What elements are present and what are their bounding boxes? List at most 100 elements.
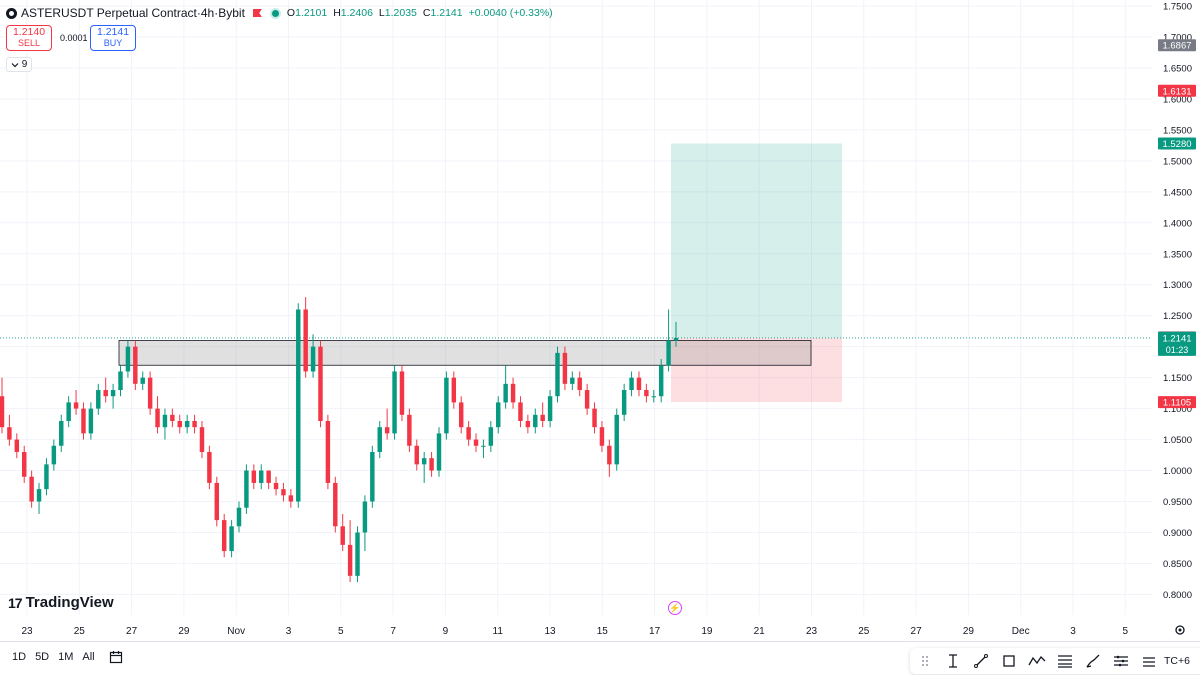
separator: ·	[214, 6, 219, 20]
candle-body	[355, 532, 360, 576]
range-1d[interactable]: 1D	[12, 651, 27, 663]
candle-body	[621, 390, 627, 415]
buy-button[interactable]: 1.2141 BUY	[90, 25, 136, 51]
brush-icon[interactable]	[1084, 652, 1102, 670]
symbol-logo-icon	[6, 7, 17, 19]
price-label-bg	[1158, 137, 1196, 150]
zoom-icon[interactable]	[1140, 652, 1158, 670]
drag-handle-icon[interactable]	[916, 652, 934, 670]
candle-body	[421, 458, 427, 465]
price-tick-label: 0.9500	[1163, 497, 1192, 508]
candle-body	[81, 408, 86, 434]
chart-grid	[0, 0, 1152, 615]
price-tick-label: 1.3500	[1163, 249, 1192, 260]
indicators-count: 9	[21, 59, 28, 70]
exchange-name[interactable]: Bybit	[218, 6, 245, 20]
candle-body	[214, 482, 220, 521]
candle-body	[607, 445, 612, 465]
candle-body	[636, 377, 642, 391]
price-label: 1.1105	[1163, 398, 1191, 409]
candle-body	[540, 414, 545, 421]
ohlc-values: O1.2101 H1.2406 L1.2035 C1.2141 +0.0040 …	[286, 7, 553, 19]
price-tick-label: 1.0000	[1163, 466, 1192, 477]
chevron-down-icon	[11, 62, 19, 67]
candle-body	[518, 402, 523, 421]
candle-body	[140, 377, 145, 384]
countdown-label: 01:23	[1166, 345, 1189, 355]
candle-body	[51, 445, 57, 465]
candle-body	[296, 309, 301, 502]
candle-body	[266, 470, 271, 483]
time-tick-label: 29	[178, 626, 190, 637]
candle-body	[562, 352, 568, 384]
time-tick-label: 27	[911, 626, 923, 637]
candle-body	[444, 377, 449, 434]
time-tick-label: 5	[1123, 626, 1129, 637]
candle-body	[59, 420, 64, 446]
sell-label: SELL	[17, 38, 41, 48]
price-tick-label: 1.1500	[1163, 373, 1192, 384]
cursor-text-icon[interactable]	[944, 652, 962, 670]
candle-body	[88, 408, 94, 434]
time-tick-label: 15	[597, 626, 609, 637]
tradingview-logo[interactable]: 17 TradingView	[8, 594, 114, 611]
logo-text: TradingView	[25, 594, 114, 611]
candle-body	[236, 507, 242, 527]
lightning-icon[interactable]: ⚡	[668, 601, 682, 615]
candle-body	[251, 470, 257, 483]
candle-body	[259, 470, 264, 483]
time-axis: 23 25 27 29 Nov 3 5 7 9 11 13 15 17 19 21 23 25 27 29 Dec 3 5	[21, 626, 1128, 637]
rectangle-icon[interactable]	[1000, 652, 1018, 670]
candle-body	[170, 414, 175, 421]
candle-body	[555, 352, 560, 397]
timezone-label[interactable]: TC+6	[1164, 655, 1190, 667]
symbol-name[interactable]: ASTERUSDT Perpetual Contract	[21, 6, 197, 20]
price-tick-label: 1.7500	[1163, 2, 1192, 13]
candle-body	[347, 544, 353, 576]
candle-body	[629, 377, 634, 391]
candle-body	[199, 427, 205, 452]
candle-body	[458, 402, 464, 428]
candle-body	[147, 377, 153, 409]
timeframe[interactable]: 4h	[200, 6, 215, 20]
price-label: 1.6867	[1162, 41, 1191, 52]
price-tick-label: 1.6500	[1163, 63, 1192, 74]
price-label-bg	[1158, 39, 1196, 52]
candle-body	[614, 414, 619, 465]
candle-body	[162, 414, 168, 428]
price-label: 1.5280	[1162, 139, 1191, 150]
candle-body	[570, 377, 575, 384]
candle-body	[7, 427, 12, 440]
candle-body	[333, 482, 338, 527]
measure-icon[interactable]	[1112, 652, 1130, 670]
range-1m[interactable]: 1M	[58, 651, 74, 663]
price-axis: 1.7500 1.7000 1.6500 1.6000 1.5500 1.5000 1.45…	[1163, 2, 1192, 601]
candle-body	[310, 346, 316, 372]
time-tick-label: 23	[806, 626, 818, 637]
gear-icon[interactable]	[1174, 624, 1186, 636]
flag-icon[interactable]	[252, 9, 262, 17]
sell-price: 1.2140	[12, 26, 46, 38]
sell-button[interactable]: 1.2140 SELL	[6, 25, 52, 51]
price-tick-label: 1.3000	[1163, 280, 1192, 291]
trend-line-icon[interactable]	[972, 652, 990, 670]
path-icon[interactable]	[1028, 652, 1046, 670]
time-tick-label: 3	[1070, 626, 1076, 637]
time-tick-label: 27	[126, 626, 138, 637]
chart-zones	[0, 143, 1152, 403]
range-all[interactable]: All	[82, 651, 95, 663]
range-5d[interactable]: 5D	[35, 651, 50, 663]
candle-body	[207, 451, 212, 483]
price-tick-label: 1.1000	[1163, 404, 1192, 415]
indicators-toggle[interactable]: 9	[6, 57, 32, 72]
candle-body	[21, 451, 27, 477]
price-label-bg	[1158, 84, 1196, 97]
candle-body	[399, 371, 405, 415]
time-tick-label: 23	[21, 626, 33, 637]
price-chart[interactable]: 1.7500 1.7000 1.6500 1.6000 1.5500 1.5000 1.45…	[0, 0, 1200, 641]
calendar-icon[interactable]	[109, 650, 123, 664]
price-tick-label: 1.5000	[1163, 156, 1192, 167]
price-label: 1.2141	[1162, 333, 1191, 344]
fib-icon[interactable]	[1056, 652, 1074, 670]
time-tick-label: 21	[754, 626, 766, 637]
